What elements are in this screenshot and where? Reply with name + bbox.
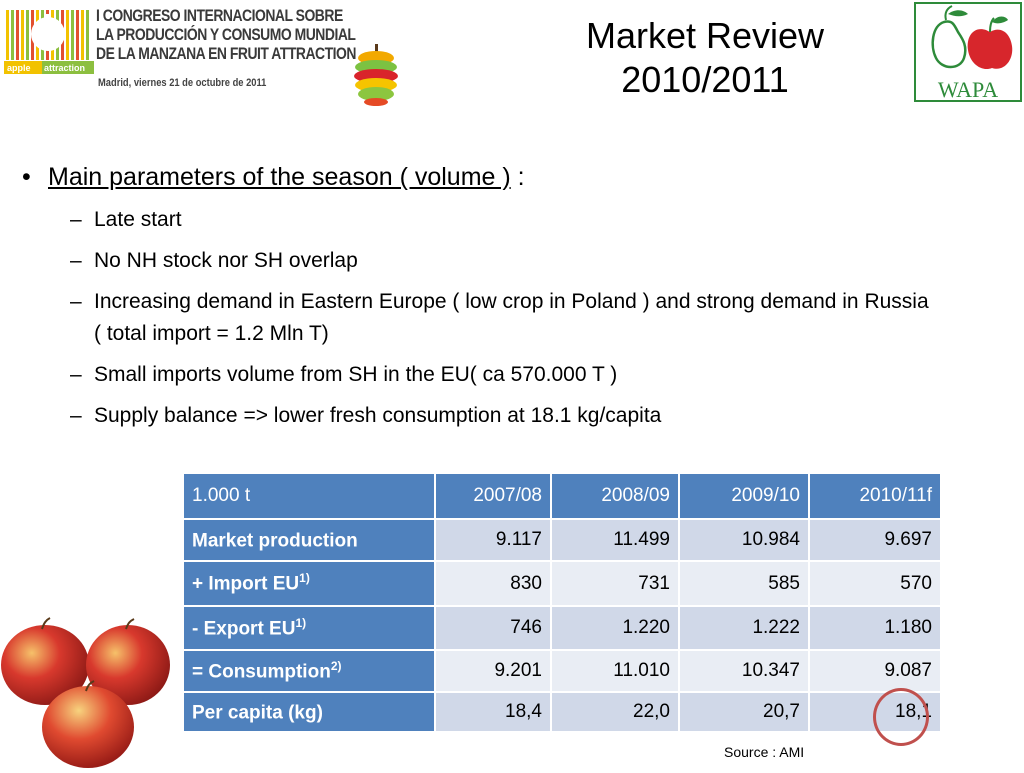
slide-title-line-1: Market Review: [585, 15, 825, 56]
table-cell: 1.222: [678, 605, 810, 651]
sub-bullet-late-start: – Late start: [70, 208, 182, 231]
apple-attraction-logo: apple attraction: [4, 4, 94, 74]
table-cell: 746: [434, 605, 552, 651]
slide-title: Market Review 2010/2011: [540, 14, 870, 102]
table-cell: 731: [550, 560, 680, 607]
table-cell: 830: [434, 560, 552, 607]
sub-bullet-stock-overlap: – No NH stock nor SH overlap: [70, 249, 358, 272]
sub-bullet-text: Small imports volume from SH in the EU( …: [94, 363, 618, 386]
slide-title-line-2: 2010/2011: [621, 59, 789, 100]
market-table: 1.000 t 2007/08 2008/09 2009/10 2010/11f…: [182, 472, 942, 733]
source-note: Source : AMI: [724, 744, 805, 760]
table-row: + Import EU1) 830 731 585 570: [182, 560, 942, 607]
table-cell: 585: [678, 560, 810, 607]
table-header-unit: 1.000 t: [182, 472, 436, 520]
main-bullet-colon: :: [510, 163, 525, 191]
table-header-row: 1.000 t 2007/08 2008/09 2009/10 2010/11f: [182, 472, 942, 520]
svg-text:WAPA: WAPA: [938, 77, 998, 102]
row-label: Per capita (kg): [182, 691, 436, 733]
highlight-circle: [873, 688, 929, 746]
table-header-col: 2009/10: [678, 472, 810, 520]
table-cell: 9.697: [808, 518, 942, 562]
congress-line-2: LA PRODUCCIÓN Y CONSUMO MUNDIAL: [96, 25, 356, 44]
row-label: - Export EU1): [182, 605, 436, 651]
table-cell: 20,7: [678, 691, 810, 733]
sub-bullet-text: Supply balance => lower fresh consumptio…: [94, 404, 662, 427]
table-cell: 1.220: [550, 605, 680, 651]
svg-text:apple: apple: [7, 63, 31, 73]
table-cell: 9.087: [808, 649, 942, 693]
table-header-col: 2007/08: [434, 472, 552, 520]
sub-bullet-supply-balance: – Supply balance => lower fresh consumpti…: [70, 404, 662, 427]
congress-date: Madrid, viernes 21 de octubre de 2011: [98, 77, 267, 89]
sub-bullet-list: – Late start – No NH stock nor SH overlap …: [70, 204, 930, 441]
sub-bullet-text: No NH stock nor SH overlap: [94, 249, 358, 272]
table-row: Per capita (kg) 18,4 22,0 20,7 18,1: [182, 691, 942, 733]
svg-text:attraction: attraction: [44, 63, 85, 73]
congress-title-block: I CONGRESO INTERNACIONAL SOBRE LA PRODUC…: [96, 6, 366, 89]
wapa-logo: WAPA: [914, 2, 1022, 102]
row-label: + Import EU1): [182, 560, 436, 607]
table-row: = Consumption2) 9.201 11.010 10.347 9.08…: [182, 649, 942, 693]
table-cell: 22,0: [550, 691, 680, 733]
row-label: = Consumption2): [182, 649, 436, 693]
congress-line-1: I CONGRESO INTERNACIONAL SOBRE: [96, 6, 343, 25]
main-bullet: • Main parameters of the season ( volume …: [22, 160, 525, 194]
sub-bullet-eastern-demand: – Increasing demand in Eastern Europe ( l…: [70, 290, 929, 345]
table-cell: 570: [808, 560, 942, 607]
table-header-col: 2010/11f: [808, 472, 942, 520]
stacked-apple-image: [350, 44, 402, 108]
table-cell: 9.201: [434, 649, 552, 693]
congress-line-3: DE LA MANZANA EN FRUIT ATTRACTION: [96, 44, 356, 63]
table-header-col: 2008/09: [550, 472, 680, 520]
table-cell: 11.010: [550, 649, 680, 693]
table-cell: 10.984: [678, 518, 810, 562]
sub-bullet-sh-imports: – Small imports volume from SH in the EU(…: [70, 363, 618, 386]
sub-bullet-text: Increasing demand in Eastern Europe ( lo…: [94, 290, 929, 345]
table-cell: 18,4: [434, 691, 552, 733]
main-bullet-text: Main parameters of the season ( volume ): [48, 163, 511, 191]
table-cell: 11.499: [550, 518, 680, 562]
table-cell: 9.117: [434, 518, 552, 562]
table-row: Market production 9.117 11.499 10.984 9.…: [182, 518, 942, 562]
table-row: - Export EU1) 746 1.220 1.222 1.180: [182, 605, 942, 651]
table-cell: 10.347: [678, 649, 810, 693]
table-cell: 1.180: [808, 605, 942, 651]
red-apples-image: [0, 615, 175, 768]
row-label: Market production: [182, 518, 436, 562]
sub-bullet-text: Late start: [94, 208, 182, 231]
bullet-dot: •: [22, 163, 31, 191]
